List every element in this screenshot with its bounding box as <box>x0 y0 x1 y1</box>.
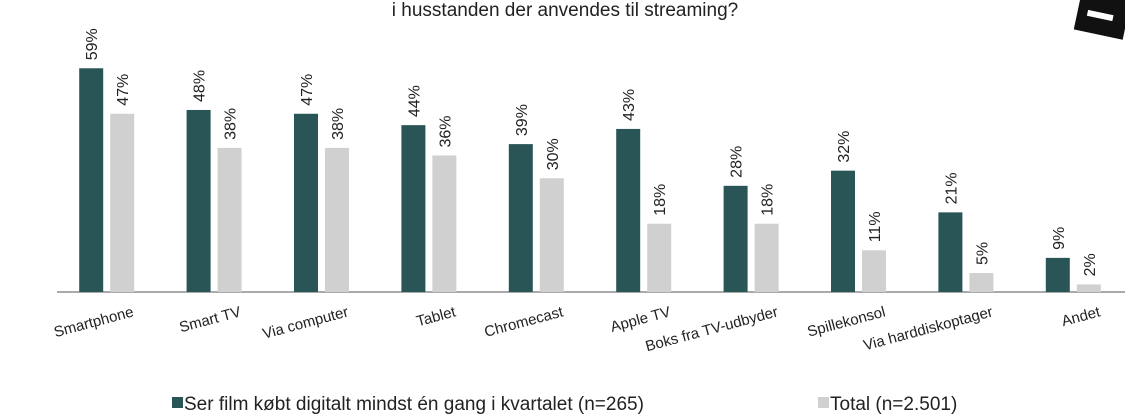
bar <box>539 178 564 292</box>
bar <box>969 273 994 292</box>
bar <box>754 223 779 292</box>
value-label: 48% <box>192 70 209 102</box>
value-label: 38% <box>223 108 240 140</box>
x-tick-label: Chromecast <box>483 303 566 341</box>
bar <box>325 147 349 292</box>
value-label: 21% <box>943 172 960 204</box>
x-tick-label: Smartphone <box>52 303 135 341</box>
legend-swatch <box>172 397 183 408</box>
bar <box>1045 257 1070 292</box>
value-label: 30% <box>545 138 562 170</box>
value-label: 59% <box>84 28 101 60</box>
value-label: 32% <box>836 131 853 163</box>
value-label: 47% <box>115 74 132 106</box>
bar <box>79 68 104 293</box>
value-label: 18% <box>652 184 669 216</box>
legend-label: Ser film købt digitalt mindst én gang i … <box>184 394 644 414</box>
bar <box>862 250 886 292</box>
value-label: 38% <box>330 108 347 140</box>
legend-swatch <box>818 397 829 408</box>
x-tick-label: Tablet <box>415 303 459 330</box>
bar <box>616 128 641 292</box>
bar <box>432 155 457 292</box>
value-label: 28% <box>729 146 746 178</box>
bar <box>831 170 855 292</box>
bar <box>186 109 211 292</box>
value-label: 36% <box>437 115 454 147</box>
chart-title: i husstanden der anvendes til streaming? <box>392 0 738 21</box>
value-label: 39% <box>514 104 531 136</box>
bar <box>110 113 135 292</box>
bar <box>217 147 242 292</box>
icon <box>1073 0 1125 40</box>
value-label: 44% <box>406 85 423 117</box>
legend-label: Total (n=2.501) <box>830 394 957 414</box>
value-label: 18% <box>760 184 777 216</box>
x-tick-label: Via computer <box>261 303 351 342</box>
value-label: 2% <box>1082 253 1099 276</box>
bar <box>294 113 318 292</box>
bar <box>938 212 963 292</box>
bar <box>1076 284 1101 292</box>
value-label: 9% <box>1051 227 1068 250</box>
bar <box>723 185 748 292</box>
value-label: 11% <box>867 211 884 242</box>
bar <box>401 125 426 293</box>
value-label: 43% <box>621 89 638 121</box>
value-label: 5% <box>974 242 991 265</box>
bar <box>508 144 533 292</box>
x-tick-label: Smart TV <box>177 303 242 336</box>
bar <box>647 223 672 292</box>
x-tick-label: Andet <box>1060 303 1103 330</box>
x-tick-label: Apple TV <box>609 303 673 335</box>
value-label: 47% <box>299 74 316 106</box>
